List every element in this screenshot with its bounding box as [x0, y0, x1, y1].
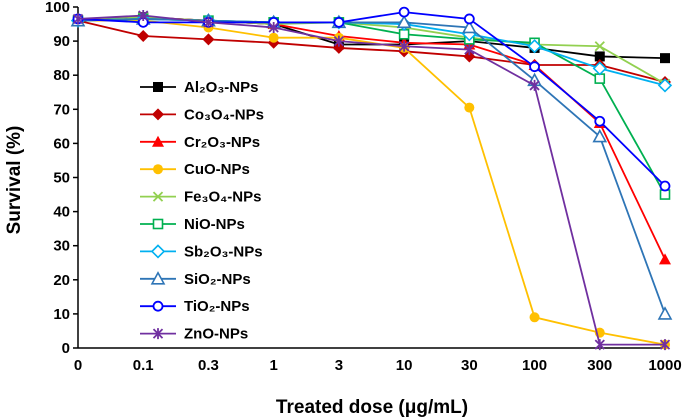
data-point: [464, 102, 475, 113]
data-point: [202, 33, 215, 46]
series-8: [72, 6, 671, 192]
data-point: [657, 306, 673, 320]
data-point: [592, 61, 607, 76]
x-tick-label: 3: [335, 357, 343, 374]
y-tick-label: 0: [62, 340, 70, 357]
x-tick-label: 0.3: [198, 357, 219, 374]
data-point: [592, 128, 608, 143]
legend-item: NiO-NPs: [140, 216, 245, 233]
legend-label: TiO₂-NPs: [184, 298, 250, 315]
y-axis-title: Survival (%): [4, 126, 25, 235]
data-point: [659, 339, 671, 351]
legend-label: SiO₂-NPs: [184, 271, 251, 288]
legend-item: ZnO-NPs: [140, 326, 248, 343]
series-line: [77, 14, 665, 346]
data-point: [398, 40, 410, 52]
legend-marker: [153, 164, 163, 175]
legend-label: Cr₂O₃-NPs: [184, 134, 260, 151]
data-point: [463, 13, 475, 25]
legend-label: Fe₃O₄-NPs: [184, 189, 261, 206]
legend-item: Cr₂O₃-NPs: [140, 134, 260, 151]
data-point: [594, 115, 606, 127]
data-point: [659, 180, 671, 192]
legend-label: ZnO-NPs: [184, 326, 248, 343]
y-tick-label: 60: [53, 135, 70, 152]
legend-marker: [152, 328, 164, 340]
legend-item: TiO₂-NPs: [140, 298, 250, 315]
x-tick-label: 1: [269, 357, 277, 374]
data-point: [529, 61, 540, 73]
legend-item: Fe₃O₄-NPs: [140, 189, 261, 206]
data-point: [464, 44, 475, 56]
x-tick-label: 0: [74, 357, 82, 374]
y-tick-label: 90: [53, 33, 70, 50]
y-tick-label: 80: [53, 67, 70, 84]
data-point: [657, 78, 673, 93]
series-line: [77, 11, 666, 187]
legend-item: Al₂O₃-NPs: [140, 79, 258, 96]
x-tick-label: 100: [522, 357, 547, 374]
y-tick-label: 30: [53, 238, 70, 255]
legend-label: NiO-NPs: [184, 216, 245, 233]
data-point: [594, 339, 605, 351]
legend-marker: [152, 300, 164, 312]
data-point: [72, 13, 84, 25]
legend-label: Sb₂O₃-NPs: [184, 243, 263, 260]
legend-marker: [150, 244, 166, 259]
data-point: [333, 35, 345, 47]
data-point: [594, 41, 605, 52]
legend-marker: [152, 108, 164, 121]
data-point: [529, 79, 540, 91]
data-point: [268, 32, 279, 43]
x-tick-label: 30: [461, 357, 478, 374]
x-tick-label: 1000: [648, 357, 681, 374]
plot-series: [70, 6, 673, 351]
legend-item: Co₃O₄-NPs: [140, 106, 264, 123]
legend-marker: [150, 271, 166, 285]
data-point: [396, 14, 412, 29]
series-line: [77, 18, 666, 315]
data-point: [527, 39, 542, 54]
x-tick-label: 0.1: [133, 357, 154, 374]
legend-label: CuO-NPs: [184, 161, 250, 178]
y-tick-label: 70: [53, 101, 70, 118]
y-tick-label: 100: [45, 0, 70, 16]
x-tick-label: 10: [396, 357, 413, 374]
legend-label: Al₂O₃-NPs: [184, 79, 258, 96]
legend-label: Co₃O₄-NPs: [184, 106, 264, 123]
legend-item: CuO-NPs: [140, 161, 250, 178]
y-tick-label: 40: [53, 204, 70, 221]
x-axis-title: Treated dose (μg/mL): [276, 397, 468, 418]
y-tick-label: 20: [53, 272, 70, 289]
data-point: [137, 29, 150, 42]
data-point: [268, 21, 279, 33]
data-point: [333, 16, 345, 28]
data-point: [461, 19, 477, 34]
series-line: [78, 19, 666, 346]
data-point: [594, 51, 605, 62]
legend-item: Sb₂O₃-NPs: [140, 243, 263, 260]
legend-marker: [152, 218, 164, 230]
data-point: [398, 6, 410, 18]
data-point: [659, 253, 671, 265]
series-line: [77, 19, 666, 83]
legend-marker: [153, 82, 163, 92]
legend-marker: [152, 135, 164, 147]
legend: Al₂O₃-NPs Co₃O₄-NPs Cr₂O₃-NPs CuO-NPs Fe₃O₄-…: [140, 79, 264, 343]
legend-item: SiO₂-NPs: [140, 271, 251, 288]
y-tick-label: 10: [53, 306, 70, 323]
data-point: [138, 10, 149, 22]
legend-marker: [152, 191, 164, 202]
data-point: [660, 53, 670, 64]
x-tick-label: 300: [587, 357, 612, 374]
y-tick-label: 50: [53, 170, 70, 187]
data-point: [529, 312, 540, 323]
series-9: [72, 10, 671, 351]
data-point: [203, 16, 214, 28]
